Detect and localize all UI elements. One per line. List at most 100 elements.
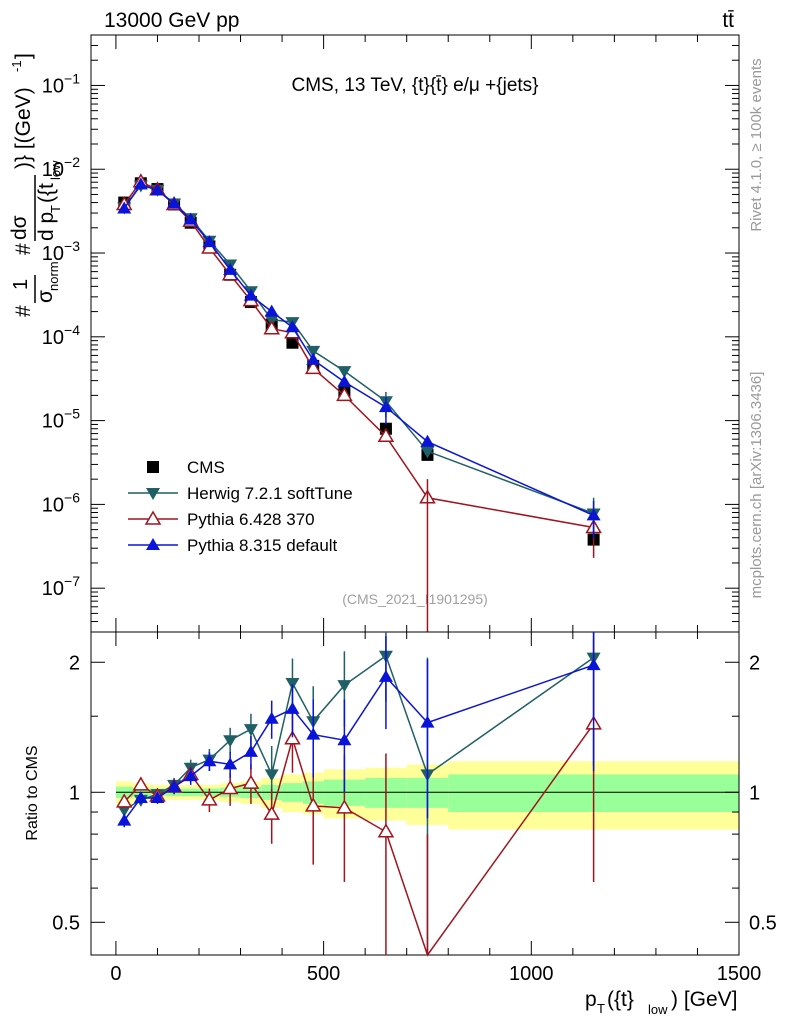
ratio-data-point	[337, 733, 352, 746]
ratio-data-point	[263, 805, 280, 820]
main-data-point	[243, 288, 258, 301]
main-y-axis-label: # 1 σ norm # dσ d p T ({t low )} [(GeV) …	[8, 53, 63, 317]
main-data-point	[420, 446, 435, 459]
ratio-y-tick-label-right: 2	[749, 652, 760, 674]
main-data-point	[304, 359, 322, 375]
x-tick-label: 1500	[717, 963, 762, 985]
ratio-data-point	[183, 769, 198, 782]
ratio-data-point	[306, 727, 321, 740]
svg-text:p: p	[585, 988, 597, 1011]
x-tick-label: 1000	[509, 963, 554, 985]
ratio-data-point	[115, 793, 133, 808]
ratio-y-tick-label-left: 0.5	[52, 912, 80, 934]
main-data-point	[286, 336, 299, 349]
main-data-point	[263, 320, 280, 335]
analysis-watermark: (CMS_2021_I1901295)	[342, 591, 488, 607]
legend-marker	[147, 461, 159, 473]
main-data-point	[117, 201, 132, 214]
main-data-point	[202, 235, 217, 248]
ratio-y-tick-label-right: 1	[749, 782, 760, 804]
svg-text:1: 1	[10, 279, 32, 290]
legend-label: CMS	[187, 458, 225, 477]
legend-marker	[146, 488, 160, 500]
ratio-data-point	[223, 735, 238, 748]
main-data-point	[167, 196, 182, 209]
svg-text:T: T	[597, 1001, 605, 1016]
ratio-data-point	[132, 776, 150, 791]
ratio-y-tick-label-left: 2	[69, 652, 80, 674]
main-y-tick-label: 10−2	[42, 154, 80, 181]
ratio-data-point	[243, 744, 258, 757]
ratio-data-point	[117, 813, 132, 826]
main-data-point	[223, 262, 238, 275]
svg-text:T: T	[48, 205, 63, 213]
ratio-y-tick-label-right: 0.5	[749, 912, 777, 934]
ratio-data-point	[285, 701, 300, 714]
svg-text:({t: ({t	[35, 183, 58, 203]
main-data-point	[183, 212, 198, 225]
svg-text:low: low	[648, 1002, 668, 1017]
x-axis-label: p T ({t} low ) [GeV]	[585, 988, 738, 1017]
mcplots-label: mcplots.cern.ch [arXiv:1306.3436]	[748, 372, 765, 599]
svg-text:) [GeV]: ) [GeV]	[671, 988, 738, 1011]
main-data-point	[420, 434, 435, 447]
legend-marker	[144, 510, 162, 525]
ratio-y-tick-label-left: 1	[69, 782, 80, 804]
main-y-tick-label: 10−1	[42, 70, 80, 97]
main-data-point	[285, 320, 300, 333]
main-y-tick-label: 10−7	[42, 573, 80, 600]
x-tick-label: 500	[307, 963, 340, 985]
svg-text:#: #	[12, 305, 35, 317]
ratio-series-line	[123, 723, 595, 957]
svg-text:dσ: dσ	[8, 215, 31, 240]
ratio-data-point	[243, 724, 258, 737]
ratio-data-point	[336, 799, 353, 814]
svg-text:)} [(GeV): )} [(GeV)	[12, 87, 35, 169]
ratio-data-point	[285, 678, 300, 691]
main-data-point	[336, 386, 353, 402]
main-data-point	[306, 352, 321, 365]
x-tick-label: 0	[110, 963, 121, 985]
svg-text:({t}: ({t}	[607, 988, 634, 1011]
main-data-point	[337, 374, 352, 387]
main-data-point	[150, 183, 165, 196]
ratio-data-point	[117, 804, 132, 817]
ratio-y-axis-label: Ratio to CMS	[24, 745, 41, 840]
main-data-point	[264, 304, 279, 317]
rivet-version-label: Rivet 4.1.0, ≥ 100k events	[748, 58, 765, 231]
main-chart-title: CMS, 13 TeV, {t}{t̄} e/μ +{jets}	[291, 75, 538, 96]
ratio-plot-frame	[90, 631, 740, 956]
ratio-data-point	[264, 711, 279, 724]
ratio-data-point	[167, 779, 182, 792]
ratio-data-point	[133, 790, 148, 803]
ratio-data-point	[586, 658, 601, 671]
ratio-data-point	[337, 680, 352, 693]
legend-marker	[146, 538, 160, 550]
ratio-data-point	[264, 769, 279, 782]
ratio-data-point	[202, 754, 217, 767]
legend-label: Pythia 6.428 370	[187, 510, 315, 529]
ratio-data-point	[377, 823, 395, 838]
svg-text:σ: σ	[34, 290, 57, 303]
ratio-data-point	[150, 790, 165, 803]
svg-text:#: #	[12, 243, 35, 255]
svg-text:]: ]	[12, 53, 35, 59]
main-y-tick-label: 10−6	[42, 489, 80, 516]
legend-label: Herwig 7.2.1 softTune	[187, 484, 353, 503]
svg-text:norm: norm	[46, 261, 61, 291]
ratio-data-point	[201, 791, 218, 806]
header-right: tt̄	[722, 9, 734, 32]
main-y-tick-label: 10−5	[42, 406, 80, 433]
ratio-data-point	[378, 669, 393, 682]
ratio-data-point	[221, 780, 239, 795]
main-data-point	[377, 427, 395, 443]
ratio-data-point	[223, 757, 238, 770]
header-left: 13000 GeV pp	[104, 9, 239, 32]
svg-text:d p: d p	[35, 212, 58, 241]
svg-text:low: low	[48, 160, 63, 180]
legend-label: Pythia 8.315 default	[187, 536, 338, 555]
main-data-point	[133, 177, 148, 190]
ratio-data-point	[420, 715, 435, 728]
main-y-tick-label: 10−3	[42, 238, 80, 265]
